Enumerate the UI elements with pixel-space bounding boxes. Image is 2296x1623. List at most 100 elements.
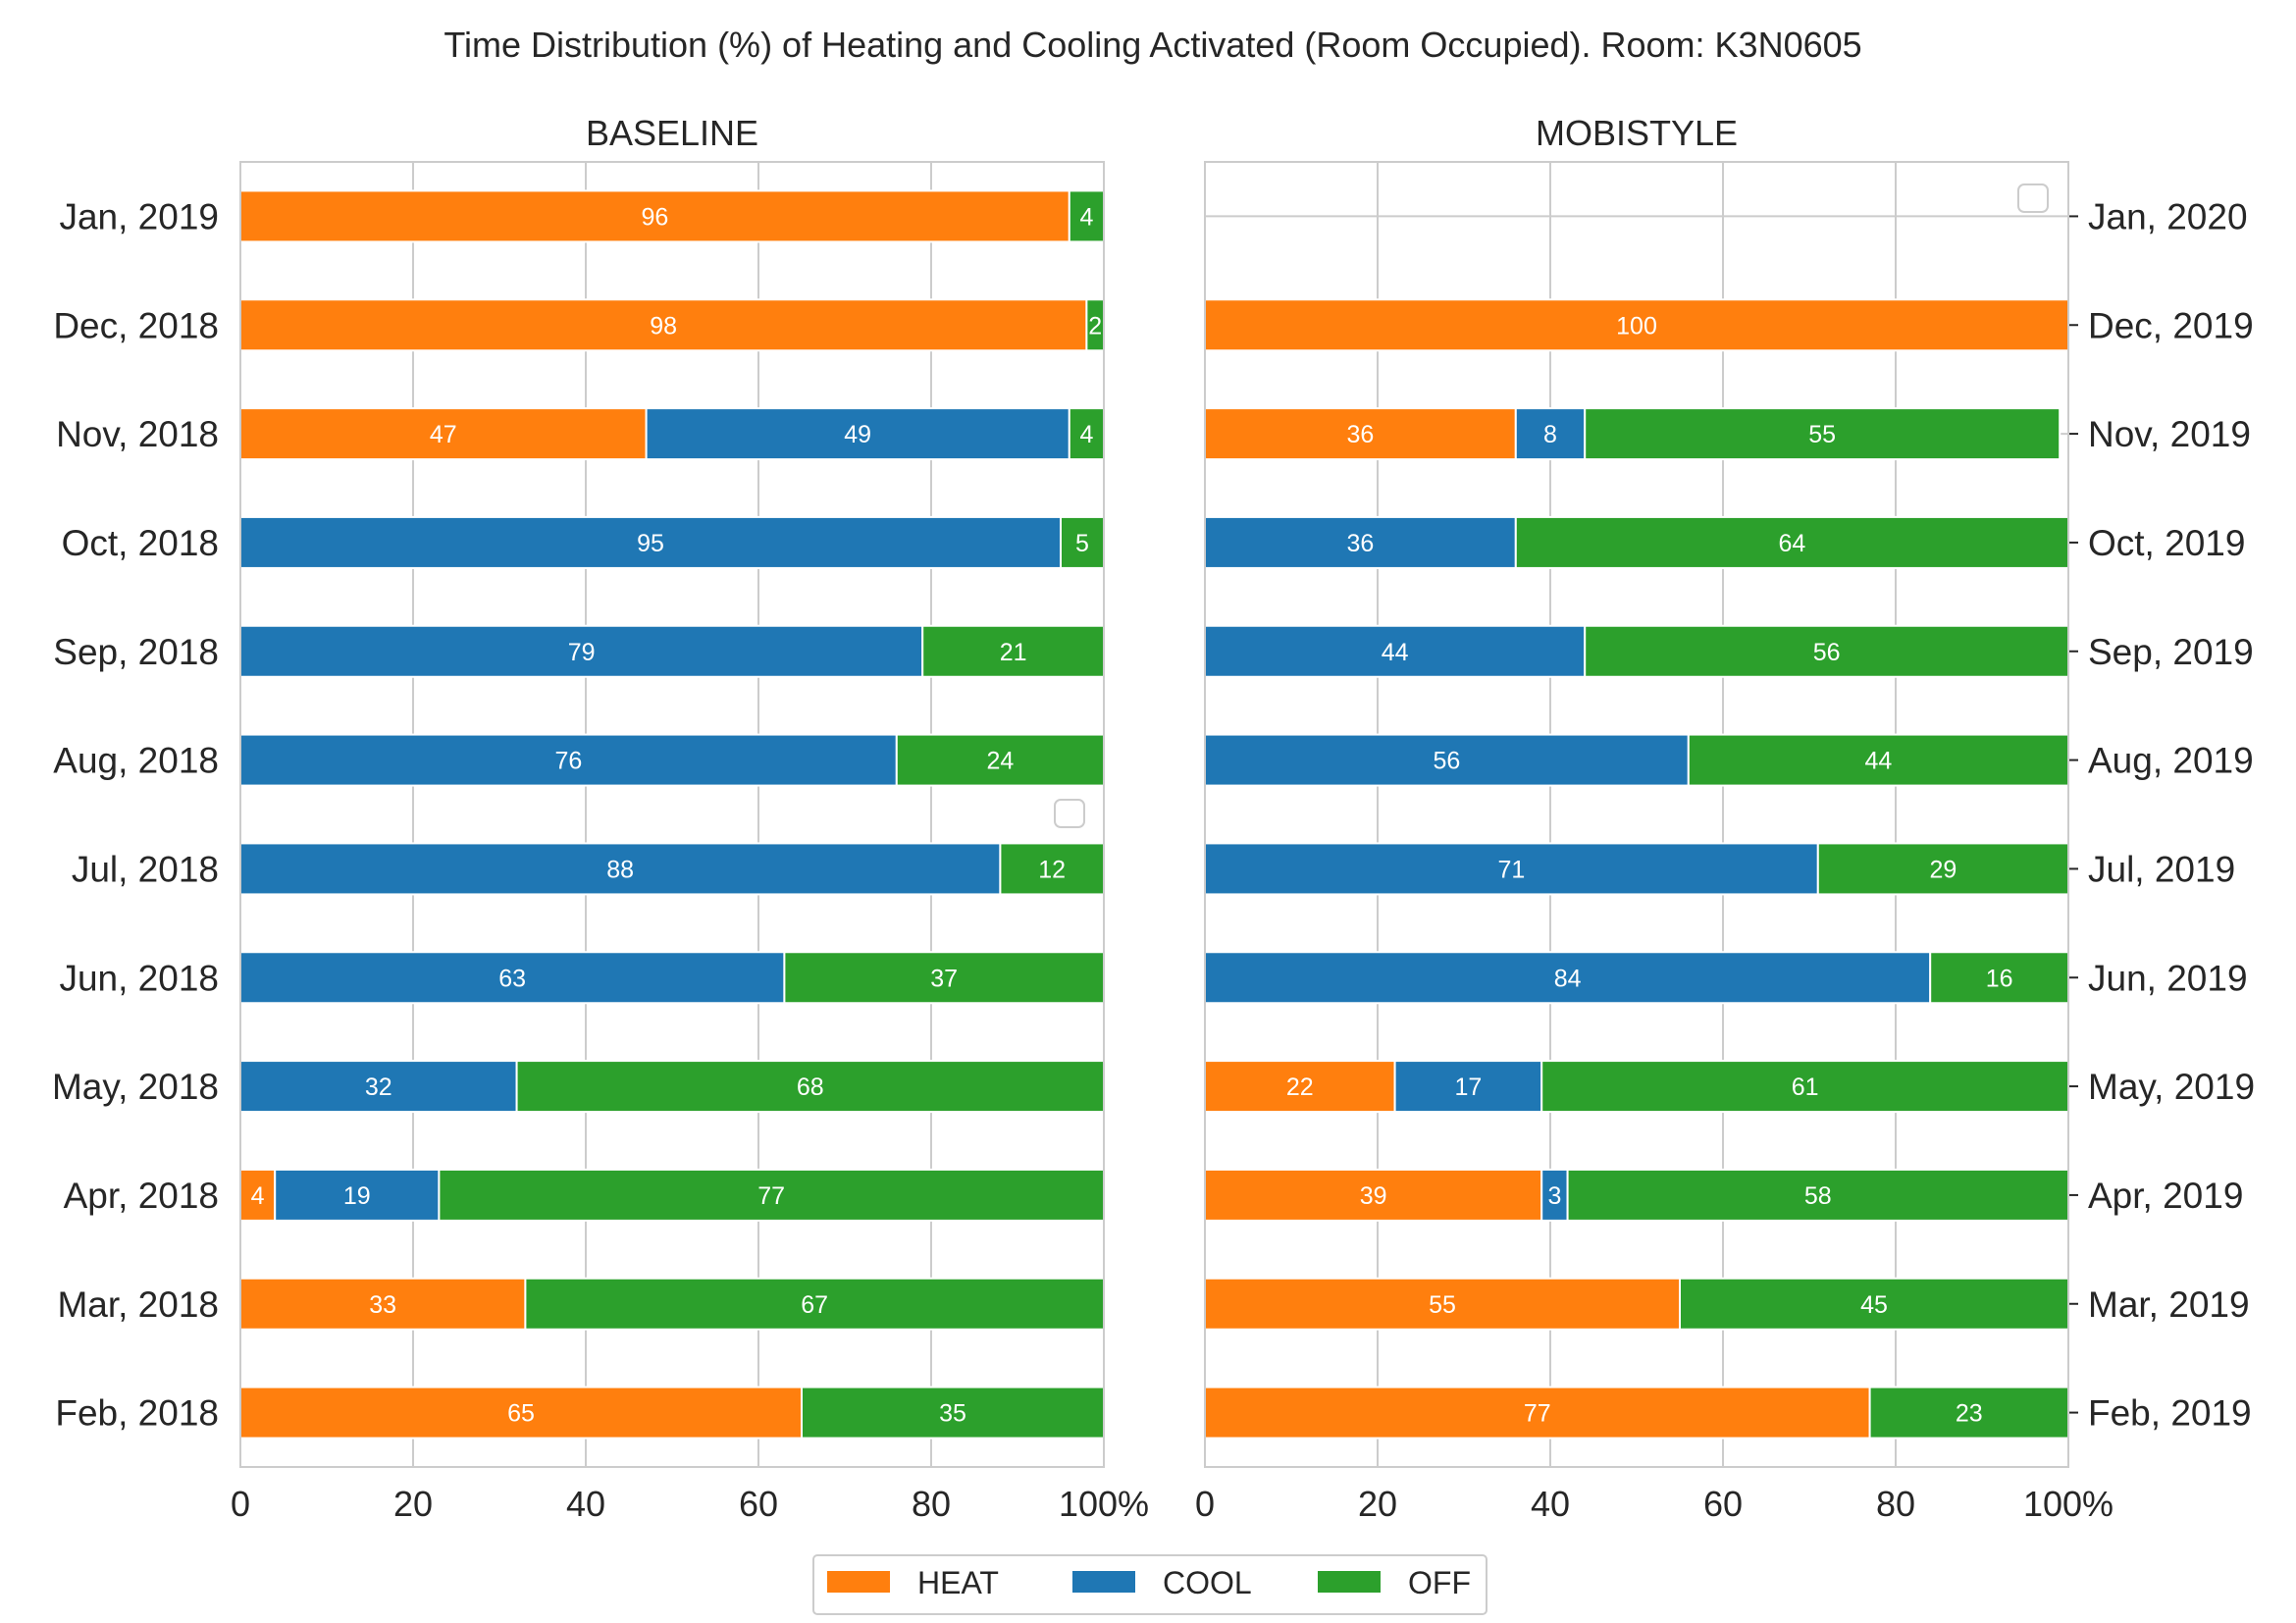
data-label: 56 [1813,639,1841,666]
category-label: May, 2019 [2088,1067,2255,1107]
category-label: Nov, 2018 [56,414,219,454]
data-label: 2 [1088,312,1102,340]
data-label: 17 [1454,1073,1482,1101]
data-label: 64 [1778,530,1805,557]
data-label: 61 [1792,1073,1819,1101]
category-label: Dec, 2018 [53,305,219,345]
data-label: 19 [343,1182,371,1210]
data-label: 23 [1956,1400,1983,1428]
bar-segment-cool [239,733,898,787]
bar-segment-cool [1204,951,1932,1005]
data-label: 67 [801,1291,828,1319]
data-label: 56 [1433,748,1460,775]
x-tick-label: 60 [739,1484,778,1524]
bar-segment-off [783,951,1106,1005]
data-label: 45 [1860,1291,1888,1319]
bar-segment-cool [274,1168,441,1222]
data-label: 37 [930,965,958,992]
x-tick-label: 60 [1703,1484,1743,1524]
legend-swatch-cool [1072,1571,1135,1593]
x-tick-label: 100% [2023,1484,2113,1524]
category-label: Apr, 2018 [64,1176,219,1216]
category-label: Aug, 2019 [2088,741,2254,781]
figure-title: Time Distribution (%) of Heating and Coo… [444,25,1861,65]
data-label: 39 [1360,1182,1387,1210]
data-label: 47 [430,421,457,448]
bar-segment-off [1679,1277,2069,1331]
bar-segment-heat [1204,1060,1396,1114]
category-label: Oct, 2018 [62,523,219,563]
category-label: Feb, 2019 [2088,1393,2252,1434]
data-label: 65 [507,1400,535,1428]
data-label: 100 [1616,312,1657,340]
data-label: 8 [1543,421,1557,448]
legend-label-heat: HEAT [917,1565,999,1600]
bar-segment-cool [1540,1168,1569,1222]
data-label: 68 [797,1073,824,1101]
x-tick-label: 0 [231,1484,250,1524]
x-tick-label: 80 [912,1484,951,1524]
data-label: 35 [939,1400,966,1428]
chart-panel-baseline: BASELINE 0 20 40 60 80 100% 96 4 Jan, 2019 98 2 Dec,… [52,113,1149,1524]
bar-segment-off [1068,407,1106,461]
data-label: 32 [365,1073,392,1101]
data-label: 55 [1429,1291,1456,1319]
data-label: 21 [1000,639,1027,666]
x-tick-label: 80 [1876,1484,1915,1524]
x-tick-label: 40 [566,1484,605,1524]
bar-segment-off [1868,1386,2069,1440]
data-label: 77 [757,1182,785,1210]
x-tick-label: 0 [1195,1484,1215,1524]
legend-frame [812,1554,1487,1615]
bar-segment-off [1060,515,1105,569]
bar-segment-heat [239,1386,803,1440]
data-label: 36 [1346,421,1374,448]
category-label: Jan, 2019 [59,196,219,236]
legend-swatch-off [1318,1571,1381,1593]
category-label: Jul, 2019 [2088,849,2235,889]
bar-segment-off [895,733,1105,787]
bar-segment-heat [1204,407,1517,461]
data-label: 24 [986,748,1014,775]
data-label: 71 [1497,856,1525,883]
chart-panel-mobistyle: MOBISTYLE 0 20 40 60 80 100% Jan, 2020 100 Dec, 2… [1195,113,2255,1524]
bar-segment-off [1584,624,2069,678]
legend-label-cool: COOL [1163,1565,1252,1600]
category-label: Sep, 2019 [2088,632,2254,672]
bar-segment-cool [1393,1060,1543,1114]
bar-segment-heat [1204,298,2069,352]
bar-segment-off [524,1277,1105,1331]
data-label: 98 [650,312,677,340]
data-label: 96 [641,203,668,231]
data-label: 4 [1079,203,1093,231]
plot-frame [1204,161,2069,1468]
legend: HEAT COOL OFF [812,1554,1487,1615]
panel-title: MOBISTYLE [1536,113,1738,153]
data-label: 29 [1929,856,1957,883]
category-label: Nov, 2019 [2088,414,2251,454]
bar-segment-heat [1204,1168,1543,1222]
data-label: 4 [251,1182,265,1210]
empty-legend-box [1054,799,1085,828]
data-label: 77 [1524,1400,1551,1428]
category-label: Dec, 2019 [2088,305,2254,345]
bar-segment-off [438,1168,1105,1222]
bar-segment-cool [1204,624,1587,678]
category-label: Feb, 2018 [55,1393,219,1434]
category-label: Sep, 2018 [53,632,219,672]
legend-label-off: OFF [1408,1565,1471,1600]
data-label: 12 [1038,856,1066,883]
legend-swatch-heat [827,1571,890,1593]
category-label: Jun, 2018 [59,958,219,998]
x-tick-label: 20 [393,1484,433,1524]
data-label: 88 [606,856,634,883]
data-label: 5 [1075,530,1089,557]
data-label: 63 [498,965,526,992]
bar-segment-heat [239,407,648,461]
bar-segment-off [1584,407,2061,461]
empty-legend-box [2017,183,2049,213]
bar-segment-cool [645,407,1070,461]
bar-segment-heat [239,1277,527,1331]
data-label: 16 [1986,965,2013,992]
